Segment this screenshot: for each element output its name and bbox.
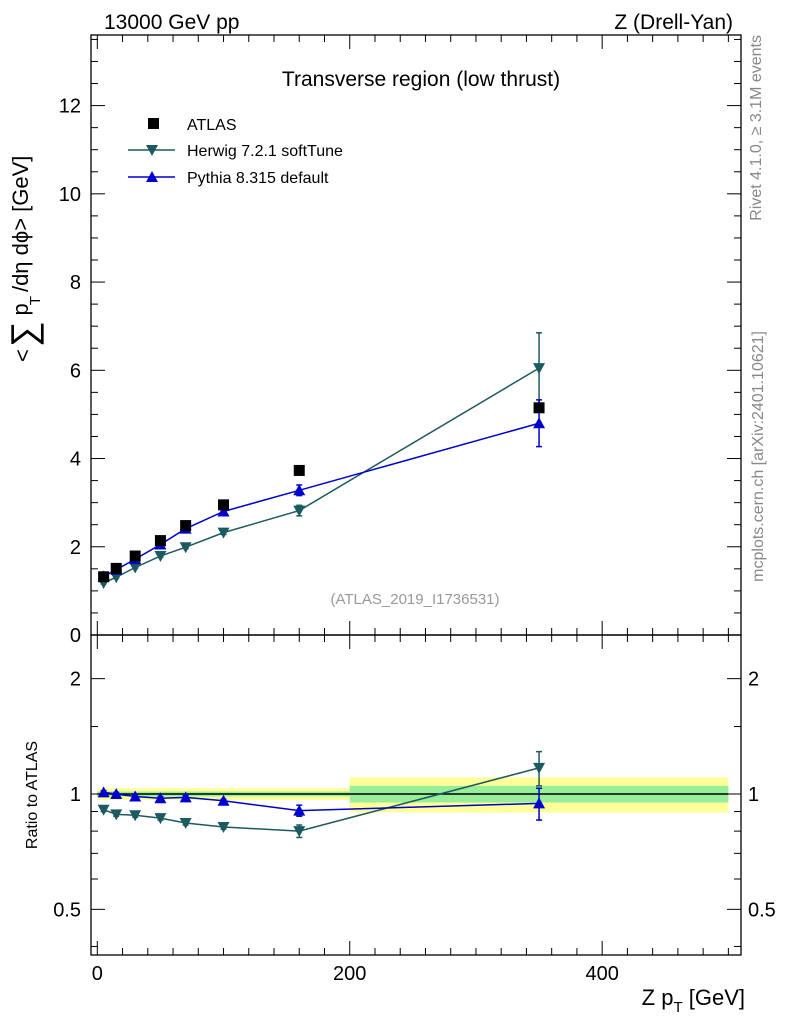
- y-axis-label: <∑pT/dη dϕ> [GeV]: [3, 156, 44, 362]
- y-tick-label-main: 0: [70, 625, 81, 647]
- herwig-point: [293, 505, 306, 517]
- legend-label-herwig: Herwig 7.2.1 softTune: [187, 143, 343, 160]
- pythia-ratio-point: [217, 794, 230, 806]
- x-tick-label: 200: [333, 963, 366, 985]
- herwig-point: [533, 363, 546, 375]
- axis-ticks: [91, 35, 741, 955]
- legend-marker-atlas: [148, 118, 159, 129]
- pythia-ratio-point: [97, 786, 110, 798]
- y-tick-label-ratio-right: 2: [748, 669, 759, 691]
- atlas-point: [129, 550, 141, 562]
- y-tick-label-main: 4: [70, 449, 81, 471]
- y-tick-label-main: 12: [59, 96, 81, 118]
- legend-marker-herwig: [146, 145, 158, 156]
- herwig-line: [103, 367, 540, 584]
- header-right-title: Z (Drell-Yan): [614, 11, 733, 34]
- pythia-point: [293, 484, 306, 496]
- analysis-label: (ATLAS_2019_I1736531): [330, 591, 499, 608]
- atlas-point: [154, 535, 166, 547]
- pythia-ratio-point: [110, 787, 123, 799]
- y-tick-label-main: 8: [70, 272, 81, 294]
- y-tick-label-ratio: 2: [70, 669, 81, 691]
- herwig-point: [217, 527, 230, 539]
- pythia-point: [533, 417, 546, 429]
- herwig-ratio-point: [533, 762, 546, 774]
- ratio-series: [97, 750, 546, 839]
- x-tick-label: 400: [585, 963, 618, 985]
- x-axis-label: Z pT [GeV]: [642, 985, 745, 1016]
- y-tick-label-ratio-right: 0.5: [748, 899, 776, 921]
- mcplots-label: mcplots.cern.ch [arXiv:2401.10621]: [750, 331, 767, 582]
- herwig-point: [129, 562, 142, 574]
- legend-label-atlas: ATLAS: [187, 117, 237, 134]
- legend: ATLAS Herwig 7.2.1 softTune Pythia 8.315…: [128, 117, 343, 187]
- herwig-ratio-point: [293, 826, 306, 838]
- legend-marker-pythia: [146, 171, 158, 182]
- rivet-label: Rivet 4.1.0, ≥ 3.1M events: [748, 35, 765, 221]
- header-left-title: 13000 GeV pp: [104, 11, 239, 34]
- herwig-ratio-point: [97, 804, 110, 816]
- pythia-ratio-point: [129, 790, 142, 802]
- herwig-ratio-point: [179, 818, 192, 830]
- y-tick-label-main: 10: [59, 184, 81, 206]
- herwig-ratio-point: [217, 822, 230, 834]
- pythia-ratio-point: [179, 791, 192, 803]
- pythia-ratio-point: [293, 804, 306, 816]
- pythia-ratio-point: [154, 792, 167, 804]
- y-tick-label-main: 6: [70, 360, 81, 382]
- y-axis-label-text: <∑pT/dη dϕ> [GeV]: [3, 156, 44, 362]
- atlas-point: [110, 562, 122, 574]
- y-tick-label-ratio-right: 1: [748, 784, 759, 806]
- y-tick-label-ratio: 1: [70, 784, 81, 806]
- herwig-ratio-point: [129, 810, 142, 822]
- y-tick-label-main: 2: [70, 537, 81, 559]
- herwig-point: [154, 551, 167, 563]
- y-tick-label-ratio: 0.5: [53, 899, 81, 921]
- atlas-point: [533, 402, 545, 414]
- atlas-point: [98, 571, 110, 583]
- ratio-panel-frame: [90, 634, 742, 956]
- atlas-point: [180, 520, 192, 532]
- pythia-ratio-point: [533, 797, 546, 809]
- herwig-ratio-point: [154, 813, 167, 825]
- herwig-point: [179, 542, 192, 554]
- herwig-ratio-point: [110, 809, 123, 821]
- chart-title: Transverse region (low thrust): [282, 68, 560, 91]
- atlas-point: [293, 464, 305, 476]
- herwig-point: [110, 572, 123, 584]
- ratio-y-axis-label: Ratio to ATLAS: [24, 741, 41, 849]
- pythia-point: [217, 505, 230, 517]
- x-tick-label: 0: [92, 963, 103, 985]
- atlas-point: [218, 499, 230, 511]
- legend-label-pythia: Pythia 8.315 default: [187, 170, 329, 187]
- main-series: [97, 332, 546, 589]
